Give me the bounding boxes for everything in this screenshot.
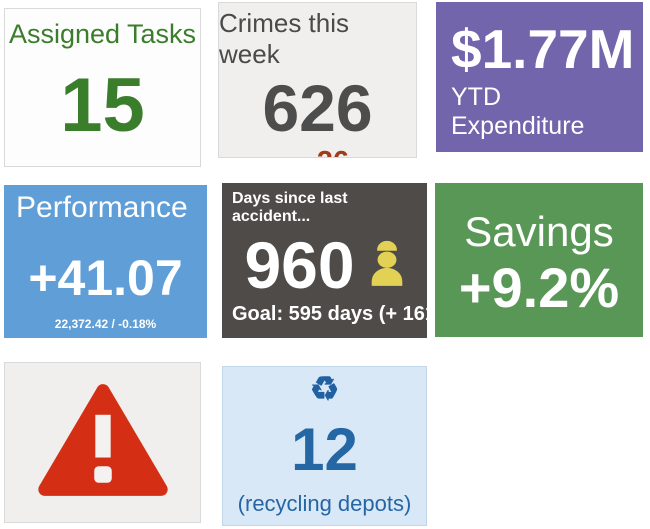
worker-person-icon bbox=[369, 238, 405, 291]
card-value: 12 bbox=[291, 415, 358, 483]
delta-indicator: ▲ 26 bbox=[286, 146, 349, 157]
up-triangle-icon: ▲ bbox=[286, 151, 308, 157]
card-value: +41.07 bbox=[28, 250, 183, 306]
card-recycling-depots: ♻ 12 (recycling depots) bbox=[222, 366, 427, 526]
card-assigned-tasks: Assigned Tasks 15 bbox=[4, 8, 201, 167]
delta-value: 26 bbox=[317, 146, 349, 157]
card-value: 626 bbox=[262, 71, 373, 145]
card-goal: Goal: 595 days (+ 161.3%) bbox=[232, 303, 427, 325]
card-ytd-expenditure: $1.77M YTD Expenditure bbox=[436, 2, 643, 152]
recycling-icon: ♻ bbox=[309, 370, 340, 407]
card-label: (recycling depots) bbox=[237, 491, 412, 516]
card-savings: Savings +9.2% bbox=[435, 183, 643, 337]
card-title: Days since last accident... bbox=[232, 190, 348, 225]
card-value: $1.77M bbox=[451, 17, 635, 80]
warning-triangle-icon bbox=[37, 383, 169, 502]
card-title: Performance bbox=[16, 191, 188, 224]
card-value: 960 bbox=[244, 227, 355, 302]
card-title: Crimes this week bbox=[219, 8, 350, 69]
card-crimes-this-week: Crimes this week 626 ▲ 26 bbox=[218, 2, 417, 158]
card-performance: Performance +41.07 22,372.42 / -0.18% bbox=[4, 185, 207, 338]
card-title: Assigned Tasks bbox=[8, 19, 197, 49]
card-value: 15 bbox=[60, 62, 145, 148]
card-value: +9.2% bbox=[458, 256, 620, 320]
card-warning bbox=[4, 362, 201, 523]
card-label: YTD Expenditure bbox=[451, 83, 585, 141]
card-title: Savings bbox=[464, 208, 614, 255]
card-days-since-accident: Days since last accident... 960 Goal: 59… bbox=[222, 183, 427, 338]
card-detail: 22,372.42 / -0.18% bbox=[54, 317, 157, 331]
